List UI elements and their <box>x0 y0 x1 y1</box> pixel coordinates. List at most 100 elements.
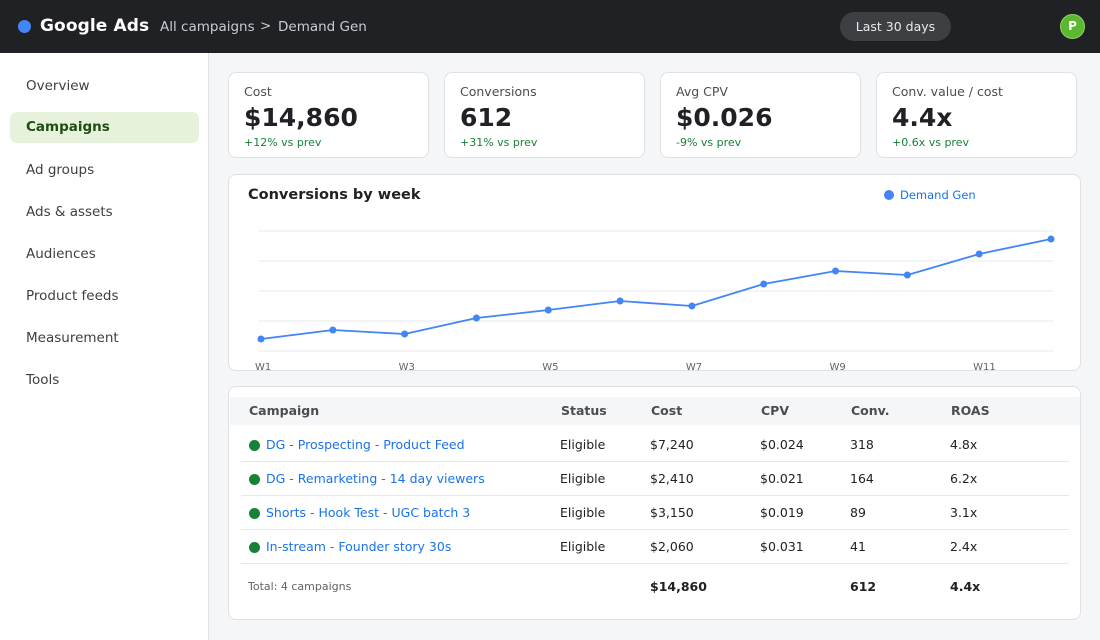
kpi-card-conversions: Conversions 612 +31% vs prev <box>444 72 645 158</box>
kpi-value: $0.026 <box>676 103 773 132</box>
kpi-card-avg-cpv: Avg CPV $0.026 -9% vs prev <box>660 72 861 158</box>
data-point <box>329 326 337 334</box>
breadcrumb-current: Demand Gen <box>278 19 367 35</box>
x-tick-label: W5 <box>542 362 558 370</box>
total-cost: $14,860 <box>650 579 707 594</box>
kpi-delta: +12% vs prev <box>244 136 322 149</box>
cpv-cell: $0.021 <box>760 471 804 486</box>
table-row[interactable]: DG - Prospecting - Product Feed Eligible… <box>241 428 1069 462</box>
app-brand[interactable]: Google Ads <box>40 16 150 36</box>
data-point <box>975 250 983 258</box>
sidebar-item-tools[interactable]: Tools <box>26 372 60 388</box>
data-point <box>903 271 911 279</box>
cost-cell: $2,410 <box>650 471 694 486</box>
column-header-cpv[interactable]: CPV <box>761 403 790 418</box>
cost-cell: $3,150 <box>650 505 694 520</box>
x-tick-label: W11 <box>973 362 996 370</box>
legend-swatch <box>884 190 894 200</box>
breadcrumb-separator: > <box>260 18 272 34</box>
sidebar-item-measurement[interactable]: Measurement <box>26 330 119 346</box>
kpi-label: Avg CPV <box>676 84 728 99</box>
kpi-value: 612 <box>460 103 513 132</box>
kpi-delta: +31% vs prev <box>460 136 538 149</box>
conv-cell: 164 <box>850 471 874 486</box>
data-point <box>544 306 552 314</box>
kpi-delta: -9% vs prev <box>676 136 742 149</box>
data-point <box>760 280 768 288</box>
data-point <box>616 297 624 305</box>
status-cell: Eligible <box>560 505 606 520</box>
column-header-conv[interactable]: Conv. <box>851 403 890 418</box>
series-line-demand-gen <box>260 238 1052 340</box>
cpv-cell: $0.019 <box>760 505 804 520</box>
cost-cell: $7,240 <box>650 437 694 452</box>
data-point <box>832 267 840 275</box>
sidebar-item-overview[interactable]: Overview <box>26 78 90 94</box>
table-row[interactable]: In-stream - Founder story 30s Eligible $… <box>241 530 1069 564</box>
kpi-label: Conv. value / cost <box>892 84 1003 99</box>
kpi-label: Cost <box>244 84 272 99</box>
chart-card: Conversions by week Demand Gen W1 W3 W5 W7 W… <box>228 174 1081 371</box>
conv-cell: 89 <box>850 505 866 520</box>
conv-cell: 41 <box>850 539 866 554</box>
table-row[interactable]: DG - Remarketing - 14 day viewers Eligib… <box>241 462 1069 496</box>
chart-title: Conversions by week <box>248 187 421 203</box>
sidebar: Overview Campaigns Ad groups Ads & asset… <box>0 53 209 640</box>
column-header-cost[interactable]: Cost <box>651 403 683 418</box>
x-tick-label: W3 <box>399 362 415 370</box>
status-cell: Eligible <box>560 539 606 554</box>
kpi-label: Conversions <box>460 84 537 99</box>
data-point <box>688 302 696 310</box>
status-dot-icon <box>249 474 260 485</box>
x-tick-label: W7 <box>686 362 702 370</box>
sidebar-item-ad-groups[interactable]: Ad groups <box>26 162 95 178</box>
kpi-value: 4.4x <box>892 103 953 132</box>
status-dot-icon <box>249 440 260 451</box>
conversions-chart: W1 W3 W5 W7 W9 W11 <box>255 230 1055 370</box>
table-header: Campaign Status Cost CPV Conv. ROAS <box>230 397 1080 425</box>
data-point <box>1047 235 1055 243</box>
kpi-card-conv-value-cost: Conv. value / cost 4.4x +0.6x vs prev <box>876 72 1077 158</box>
total-roas: 4.4x <box>950 579 981 594</box>
roas-cell: 3.1x <box>950 505 978 520</box>
campaign-name-link[interactable]: DG - Prospecting - Product Feed <box>266 437 465 452</box>
conv-cell: 318 <box>850 437 874 452</box>
column-header-campaign[interactable]: Campaign <box>249 403 320 418</box>
data-point <box>401 330 409 338</box>
roas-cell: 4.8x <box>950 437 978 452</box>
total-label: Total: 4 campaigns <box>248 580 352 593</box>
data-point <box>257 335 265 343</box>
avatar[interactable]: P <box>1060 14 1085 39</box>
sidebar-item-ads-assets[interactable]: Ads & assets <box>26 204 113 220</box>
data-point <box>472 314 480 322</box>
breadcrumb-all-campaigns[interactable]: All campaigns <box>160 19 255 35</box>
cpv-cell: $0.024 <box>760 437 804 452</box>
roas-cell: 6.2x <box>950 471 978 486</box>
status-dot-icon <box>249 542 260 553</box>
kpi-value: $14,860 <box>244 103 358 132</box>
status-cell: Eligible <box>560 437 606 452</box>
campaign-name-link[interactable]: DG - Remarketing - 14 day viewers <box>266 471 485 486</box>
status-dot-icon <box>249 508 260 519</box>
roas-cell: 2.4x <box>950 539 978 554</box>
column-header-roas[interactable]: ROAS <box>951 403 990 418</box>
date-range-button[interactable]: Last 30 days <box>840 12 951 41</box>
x-tick-label: W1 <box>255 362 271 370</box>
table-total-row: Total: 4 campaigns $14,860 612 4.4x <box>241 564 1069 600</box>
sidebar-item-campaigns[interactable]: Campaigns <box>10 112 199 143</box>
column-header-status[interactable]: Status <box>561 403 607 418</box>
campaign-table: Campaign Status Cost CPV Conv. ROAS DG -… <box>228 386 1081 620</box>
kpi-card-cost: Cost $14,860 +12% vs prev <box>228 72 429 158</box>
table-row[interactable]: Shorts - Hook Test - UGC batch 3 Eligibl… <box>241 496 1069 530</box>
campaign-name-link[interactable]: In-stream - Founder story 30s <box>266 539 452 554</box>
chart-legend[interactable]: Demand Gen <box>884 188 976 202</box>
kpi-delta: +0.6x vs prev <box>892 136 969 149</box>
sidebar-item-product-feeds[interactable]: Product feeds <box>26 288 119 304</box>
sidebar-item-audiences[interactable]: Audiences <box>26 246 96 262</box>
x-tick-label: W9 <box>830 362 846 370</box>
status-cell: Eligible <box>560 471 606 486</box>
total-conv: 612 <box>850 579 877 594</box>
cost-cell: $2,060 <box>650 539 694 554</box>
campaign-name-link[interactable]: Shorts - Hook Test - UGC batch 3 <box>266 505 471 520</box>
cpv-cell: $0.031 <box>760 539 804 554</box>
